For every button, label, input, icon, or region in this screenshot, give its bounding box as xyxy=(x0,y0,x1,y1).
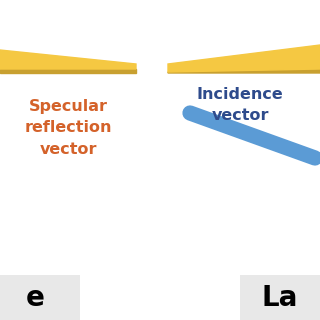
Polygon shape xyxy=(0,69,136,73)
Polygon shape xyxy=(0,50,136,69)
FancyBboxPatch shape xyxy=(240,275,320,320)
Polygon shape xyxy=(168,45,320,72)
Text: Specular
reflection
vector: Specular reflection vector xyxy=(24,100,112,156)
Text: e: e xyxy=(26,284,44,312)
Text: La: La xyxy=(262,284,298,312)
Polygon shape xyxy=(168,69,320,73)
FancyBboxPatch shape xyxy=(0,275,80,320)
Text: Incidence
vector: Incidence vector xyxy=(196,87,284,123)
